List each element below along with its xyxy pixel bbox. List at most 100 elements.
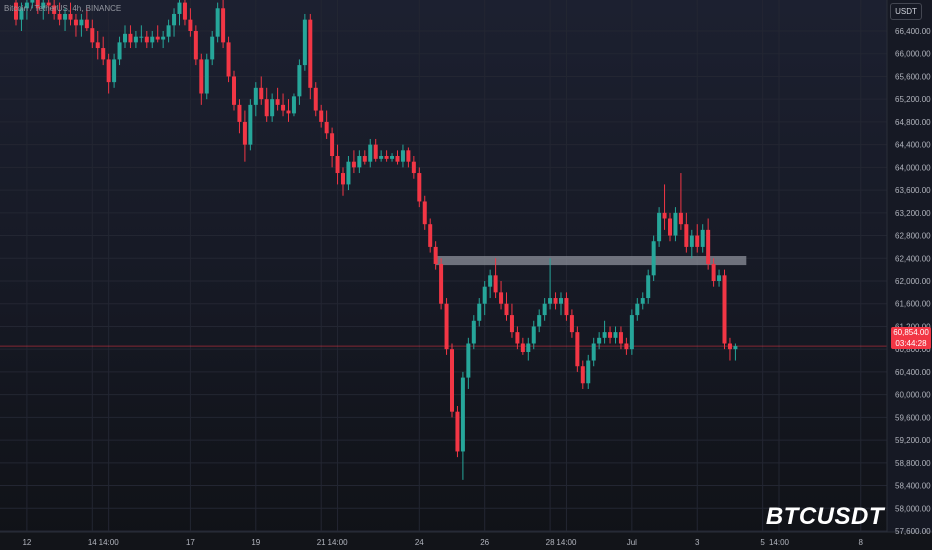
candle-body: [646, 275, 651, 299]
candle-body: [597, 337, 602, 344]
candle-body: [177, 2, 182, 14]
candle-body: [221, 8, 226, 43]
time-tick-label: 8: [859, 538, 864, 547]
candle-body: [499, 292, 504, 304]
candle-body: [433, 246, 438, 264]
candle-body: [618, 332, 623, 344]
candle-body: [727, 343, 732, 350]
candle-body: [428, 224, 433, 247]
bar-countdown: 03:44:28: [895, 339, 927, 348]
candle-body: [575, 332, 580, 367]
time-tick-label: 3: [695, 538, 700, 547]
candle-body: [400, 150, 405, 162]
candle-body: [417, 173, 422, 202]
price-tick-label: 57,600.00: [895, 527, 931, 536]
candle-body: [722, 275, 727, 344]
candle-body: [63, 13, 68, 20]
candle-body: [281, 104, 286, 111]
candle-body: [357, 156, 362, 168]
candle-body: [188, 19, 193, 31]
candle-body: [123, 33, 127, 43]
candle-body: [477, 303, 482, 321]
price-tick-label: 66,400.00: [895, 27, 931, 36]
candle-body: [30, 0, 35, 3]
time-tick-label: 26: [480, 538, 489, 547]
candle-body: [509, 315, 514, 333]
candle-body: [373, 144, 378, 159]
candle-body: [275, 99, 280, 105]
candle-body: [406, 150, 411, 162]
candle-body: [161, 36, 166, 40]
candle-body: [700, 229, 705, 247]
candle-body: [379, 156, 384, 159]
candle-body: [591, 343, 596, 361]
candle-body: [139, 36, 144, 38]
candle-body: [24, 2, 29, 9]
time-tick-label: 21: [317, 538, 326, 547]
candle-body: [199, 59, 204, 94]
time-tick-label: 14:00: [769, 538, 790, 547]
candle-body: [319, 110, 324, 122]
candle-body: [52, 5, 57, 14]
time-tick-label: 5: [760, 538, 765, 547]
candle-body: [341, 173, 345, 185]
candle-body: [291, 96, 296, 114]
candle-body: [112, 59, 117, 83]
candle-body: [166, 25, 171, 37]
candle-body: [651, 241, 656, 276]
candle-body: [635, 303, 640, 316]
candle-body: [460, 377, 465, 452]
price-tick-label: 63,600.00: [895, 186, 931, 195]
candle-body: [73, 19, 78, 26]
candle-body: [444, 303, 449, 350]
candle-body: [95, 42, 100, 49]
time-tick-label: 28: [546, 538, 555, 547]
candle-body: [232, 76, 236, 105]
candle-body: [182, 2, 187, 20]
candle-body: [79, 19, 84, 26]
price-tick-label: 65,600.00: [895, 72, 931, 81]
candle-body: [335, 156, 340, 174]
candle-body: [41, 2, 46, 9]
currency-selector[interactable]: USDT: [890, 3, 922, 20]
candle-body: [248, 104, 253, 145]
time-tick-label: Jul: [627, 538, 637, 547]
price-tick-label: 65,200.00: [895, 95, 931, 104]
candle-body: [711, 263, 716, 281]
candle-body: [662, 212, 667, 219]
candle-body: [515, 332, 520, 344]
candle-body: [90, 28, 95, 43]
time-tick-label: 14: [88, 538, 97, 547]
candle-body: [602, 332, 607, 338]
candle-body: [657, 212, 662, 242]
candle-body: [695, 235, 700, 247]
candle-body: [84, 19, 89, 29]
candle-body: [68, 13, 73, 20]
price-tick-label: 64,000.00: [895, 163, 931, 172]
candle-body: [706, 229, 711, 264]
candle-body: [302, 19, 307, 66]
time-tick-label: 24: [415, 538, 424, 547]
time-axis-panel: [0, 532, 932, 550]
candle-body: [390, 156, 395, 159]
candle-body: [297, 65, 302, 97]
candle-body: [106, 59, 111, 83]
candle-body: [259, 87, 264, 100]
candle-body: [455, 411, 460, 452]
candle-body: [504, 303, 509, 316]
price-tick-label: 64,400.00: [895, 141, 931, 150]
time-tick-label: 14:00: [328, 538, 349, 547]
price-tick-label: 58,800.00: [895, 459, 931, 468]
candle-body: [150, 36, 155, 43]
candle-body: [466, 343, 471, 378]
price-tick-label: 61,600.00: [895, 300, 931, 309]
candle-body: [613, 332, 618, 338]
candle-body: [14, 2, 18, 20]
candle-body: [35, 0, 40, 9]
candle-body: [226, 42, 231, 77]
price-tick-label: 64,800.00: [895, 118, 931, 127]
candle-body: [411, 161, 416, 174]
candle-body: [673, 212, 678, 236]
